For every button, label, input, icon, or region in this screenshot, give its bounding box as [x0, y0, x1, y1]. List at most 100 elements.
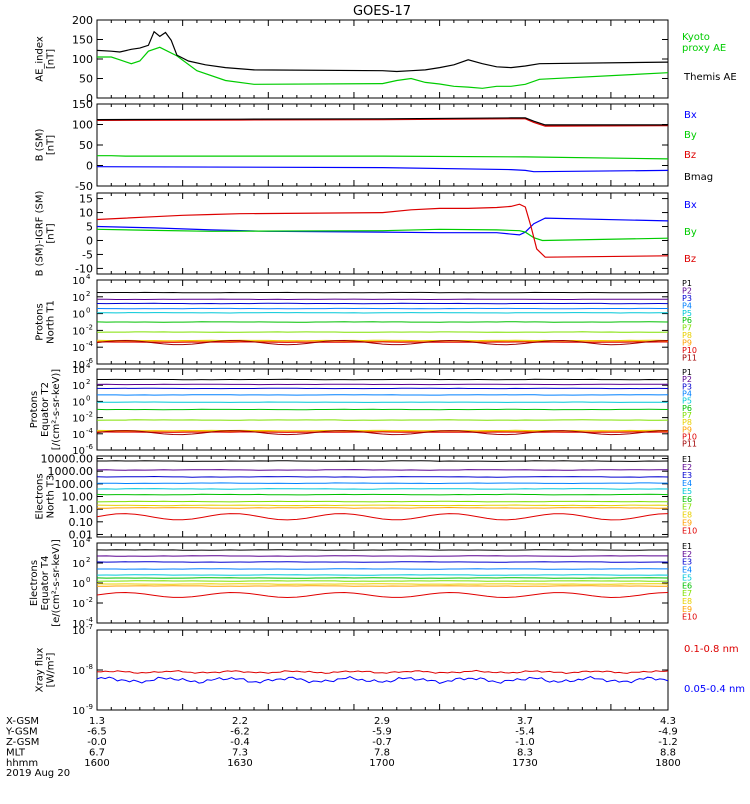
series-line-e5 [97, 575, 668, 576]
y-tick-label: 10 [72, 559, 85, 570]
series-line-e8 [97, 584, 668, 585]
legend-label: 0.05-0.4 nm [684, 684, 745, 695]
panel-ylabel-bigrf: B (SM)-IGRF (SM) [35, 191, 46, 277]
axis-row-label: Z-GSM [6, 737, 39, 748]
legend-label: proxy AE [682, 43, 726, 54]
y-tick-label: 10 [72, 326, 85, 337]
axis-value: 8.3 [517, 748, 533, 759]
panel-frame-enorth [97, 456, 668, 537]
panel-frame-bsm [97, 104, 668, 186]
panel-frame-bigrf [97, 193, 668, 274]
panel-ylabel-enorth: Electrons [35, 473, 46, 519]
panel-ylabel-peq: Protons [29, 391, 40, 428]
legend-label: By [684, 130, 697, 141]
y-tick-label: 1.00 [69, 503, 94, 516]
y-tick-label: 10000.00 [41, 453, 94, 466]
series-line-e9 [97, 508, 668, 509]
y-tick-exponent: -9 [86, 703, 93, 711]
panel-ylabel-eeq: Equator T4 [40, 556, 51, 611]
panel-ylabel-ae: AE_index [35, 36, 46, 82]
y-tick-label: 10 [72, 430, 85, 441]
y-tick-label: 100 [72, 119, 93, 132]
y-tick-label: 10 [72, 293, 85, 304]
series-line-e3 [97, 477, 668, 478]
legend-label: Bz [684, 254, 696, 265]
legend-label: Bx [684, 200, 697, 211]
y-tick-label: 150 [72, 34, 93, 47]
y-tick-exponent: -2 [86, 596, 93, 604]
series-line-0.05-0.4-nm [97, 677, 668, 684]
series-line-by [97, 156, 668, 159]
series-line-p8 [97, 340, 668, 341]
y-tick-exponent: 4 [86, 273, 91, 281]
series-line-e2 [97, 556, 668, 557]
y-tick-label: 150 [72, 98, 93, 111]
y-tick-label: 100.00 [55, 478, 94, 491]
axis-value: 7.8 [374, 748, 390, 759]
panel-ylabel-pnorth: Protons [35, 303, 46, 340]
series-line-e10 [97, 514, 668, 520]
legend-label: By [684, 227, 697, 238]
panel-ylabel-xray: Xray flux [35, 648, 46, 693]
axis-value: 1.3 [89, 716, 105, 727]
series-line-bmag [97, 118, 668, 125]
y-tick-exponent: 0 [86, 394, 90, 402]
panel-ylabel-peq: Equator T2 [40, 382, 51, 437]
y-tick-exponent: 0 [86, 576, 90, 584]
legend-label-p11: P11 [682, 440, 697, 449]
axis-value: -1.2 [658, 737, 678, 748]
y-tick-label: 10 [72, 381, 85, 392]
y-tick-label: 0.10 [69, 516, 94, 529]
series-line-e4 [97, 483, 668, 484]
panel-frame-eeq [97, 543, 668, 623]
legend-label: Themis AE [683, 72, 737, 83]
axis-value: 6.7 [89, 748, 105, 759]
axis-value: 1700 [369, 758, 394, 769]
panel-ylabel-peq: [/(cm²-s-sr-keV)] [51, 369, 62, 450]
series-line-by [97, 229, 668, 240]
y-tick-exponent: -4 [86, 427, 94, 435]
axis-value: -1.0 [515, 737, 535, 748]
y-tick-exponent: 2 [86, 378, 90, 386]
axis-value: -6.5 [87, 727, 107, 738]
panel-ylabel-eeq: Electrons [29, 560, 40, 606]
panel-ylabel-ae: [nT] [46, 49, 57, 69]
series-line-bx [97, 167, 668, 172]
y-tick-exponent: -7 [86, 623, 93, 631]
legend-label-p11: P11 [682, 353, 697, 362]
axis-value: -0.0 [87, 737, 107, 748]
axis-value: 1800 [655, 758, 680, 769]
legend-label: Bmag [684, 172, 713, 183]
legend-label: Kyoto [682, 32, 710, 43]
legend-label-e10: E10 [682, 527, 697, 536]
panel-frame-ae [97, 20, 668, 98]
axis-value: -4.9 [658, 727, 678, 738]
y-tick-label: 0 [86, 160, 93, 173]
y-tick-exponent: -4 [86, 340, 94, 348]
axis-row-label: X-GSM [6, 716, 39, 727]
axis-value: 1630 [227, 758, 252, 769]
y-tick-label: 10 [72, 539, 85, 550]
y-tick-label: 10 [72, 414, 85, 425]
panel-ylabel-bsm: [nT] [46, 135, 57, 155]
series-line-e6 [97, 494, 668, 495]
y-tick-exponent: 4 [86, 362, 91, 370]
series-line-e4 [97, 569, 668, 570]
y-tick-label: 200 [72, 14, 93, 27]
y-tick-label: 100 [72, 53, 93, 66]
panel-ylabel-bsm: B (SM) [35, 128, 46, 161]
y-tick-label: 10 [72, 666, 85, 677]
axis-row-label: MLT [6, 748, 26, 759]
axis-value: -5.4 [515, 727, 535, 738]
series-line-e8 [97, 505, 668, 506]
y-tick-label: 10 [72, 310, 85, 321]
y-tick-label: 10 [72, 706, 85, 717]
axis-value: 7.3 [232, 748, 248, 759]
y-tick-label: 10 [79, 207, 93, 220]
panel-ylabel-xray: [W/m²] [46, 652, 57, 687]
series-line-e10 [97, 593, 668, 598]
series-line-e7 [97, 501, 668, 502]
axis-value: -5.9 [372, 727, 392, 738]
panel-frame-xray [97, 630, 668, 710]
